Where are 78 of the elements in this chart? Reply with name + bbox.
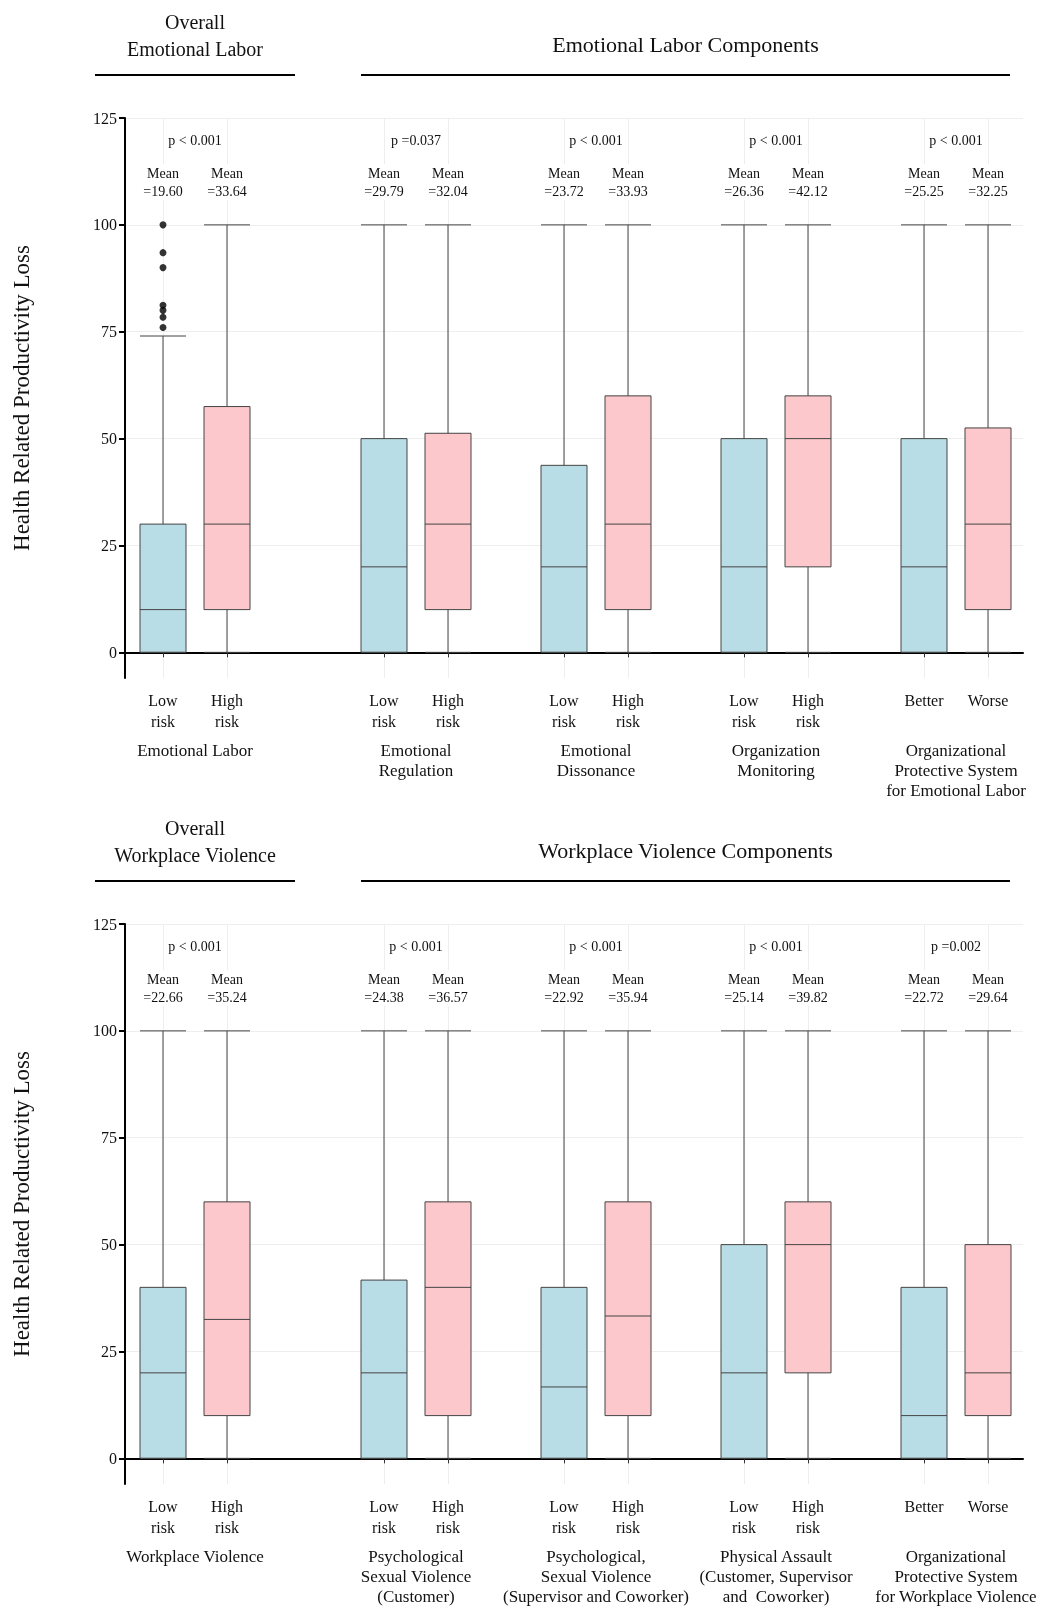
annotation: p =0.002: [931, 938, 981, 954]
annotation: Mean =26.36: [724, 165, 764, 199]
x-tick-label: Low risk: [369, 1498, 400, 1536]
x-tick-label: High risk: [612, 1498, 644, 1536]
annotation: Mean =22.92: [544, 971, 584, 1005]
x-tick-label: High risk: [432, 692, 464, 730]
text: Emotional Labor Components: [552, 32, 819, 57]
x-tick-label: Low risk: [549, 692, 580, 730]
y-tick-label: 75: [101, 323, 117, 341]
x-tick-label: Low risk: [369, 692, 400, 730]
text: Emotional Labor: [137, 740, 254, 760]
x-tick-label: Low risk: [549, 1498, 580, 1536]
y-tick-label: 0: [109, 1449, 117, 1467]
x-tick-label: Low risk: [729, 1498, 760, 1536]
y-tick-label: 100: [93, 216, 117, 234]
annotation: Mean =42.12: [788, 165, 828, 199]
text: Emotional Regulation: [378, 740, 454, 780]
x-tick-label: High risk: [612, 692, 644, 730]
annotation: Mean =22.72: [904, 971, 944, 1005]
annotation: Mean =29.79: [364, 165, 404, 199]
y-tick-label: 50: [101, 1236, 117, 1254]
text: Organization Monitoring: [731, 740, 821, 780]
x-tick-label: Worse: [967, 1498, 1009, 1515]
x-tick-label: Low risk: [148, 692, 179, 730]
annotation: Mean =25.14: [724, 971, 764, 1005]
y-tick-label: 125: [93, 915, 117, 933]
y-tick-label: 0: [109, 643, 117, 661]
annotation: Mean =35.24: [207, 971, 247, 1005]
annotation: Mean =32.25: [968, 165, 1008, 199]
annotation: Mean =29.64: [968, 971, 1008, 1005]
text: Organizational Protective System for Workplace Violence: [875, 1546, 1037, 1606]
text: Overall Workplace Violence: [114, 816, 276, 867]
x-tick-label: High risk: [792, 1498, 824, 1536]
x-tick-label: High risk: [432, 1498, 464, 1536]
text: Psychological Sexual Violence (Customer): [360, 1546, 472, 1606]
annotation: Mean =25.25: [904, 165, 944, 199]
x-tick-label: High risk: [211, 1498, 243, 1536]
annotation: Mean =24.38: [364, 971, 404, 1005]
x-tick-label: Low risk: [729, 692, 760, 730]
text: Emotional Dissonance: [556, 740, 636, 780]
annotation: Mean =39.82: [788, 971, 828, 1005]
annotation: p < 0.001: [929, 132, 983, 148]
annotation: Mean =22.66: [143, 971, 183, 1005]
text: Organizational Protective System for Emotional Labor: [886, 740, 1027, 800]
text: Physical Assault (Customer, Supervisor and Coworker): [699, 1546, 853, 1606]
text: Workplace Violence: [126, 1546, 264, 1566]
y-tick-label: 25: [101, 536, 117, 554]
x-tick-label: High risk: [211, 692, 243, 730]
y-tick-label: 125: [93, 109, 117, 127]
text: Workplace Violence Components: [538, 838, 833, 863]
text: Overall Emotional Labor: [126, 10, 264, 60]
annotation: Mean =36.57: [428, 971, 468, 1005]
x-tick-label: High risk: [792, 692, 824, 730]
x-tick-label: Low risk: [148, 1498, 179, 1536]
annotation: p < 0.001: [749, 938, 803, 954]
annotation: p < 0.001: [749, 132, 803, 148]
annotation: p < 0.001: [168, 938, 222, 954]
annotation: Mean =33.64: [207, 165, 247, 199]
y-tick-label: 25: [101, 1342, 117, 1360]
text: Psychological, Sexual Violence (Supervisor and Coworker): [502, 1546, 690, 1606]
x-tick-label: Better: [904, 1498, 945, 1515]
x-tick-label: Better: [904, 692, 945, 709]
y-tick-label: 100: [93, 1022, 117, 1040]
y-axis-title: Health Related Productivity Loss: [9, 244, 34, 551]
y-tick-label: 50: [101, 430, 117, 448]
annotation: Mean =23.72: [544, 165, 584, 199]
x-tick-label: Worse: [967, 692, 1009, 709]
annotation: p < 0.001: [569, 938, 623, 954]
annotation: p =0.037: [391, 132, 441, 148]
annotation: p < 0.001: [168, 132, 222, 148]
annotation: Mean =33.93: [608, 165, 648, 199]
annotation: p < 0.001: [569, 132, 623, 148]
annotation: Mean =19.60: [143, 165, 183, 199]
y-tick-label: 75: [101, 1129, 117, 1147]
annotation: p < 0.001: [389, 938, 443, 954]
y-axis-title: Health Related Productivity Loss: [9, 1050, 34, 1357]
annotation: Mean =35.94: [608, 971, 648, 1005]
annotation: Mean =32.04: [428, 165, 468, 199]
